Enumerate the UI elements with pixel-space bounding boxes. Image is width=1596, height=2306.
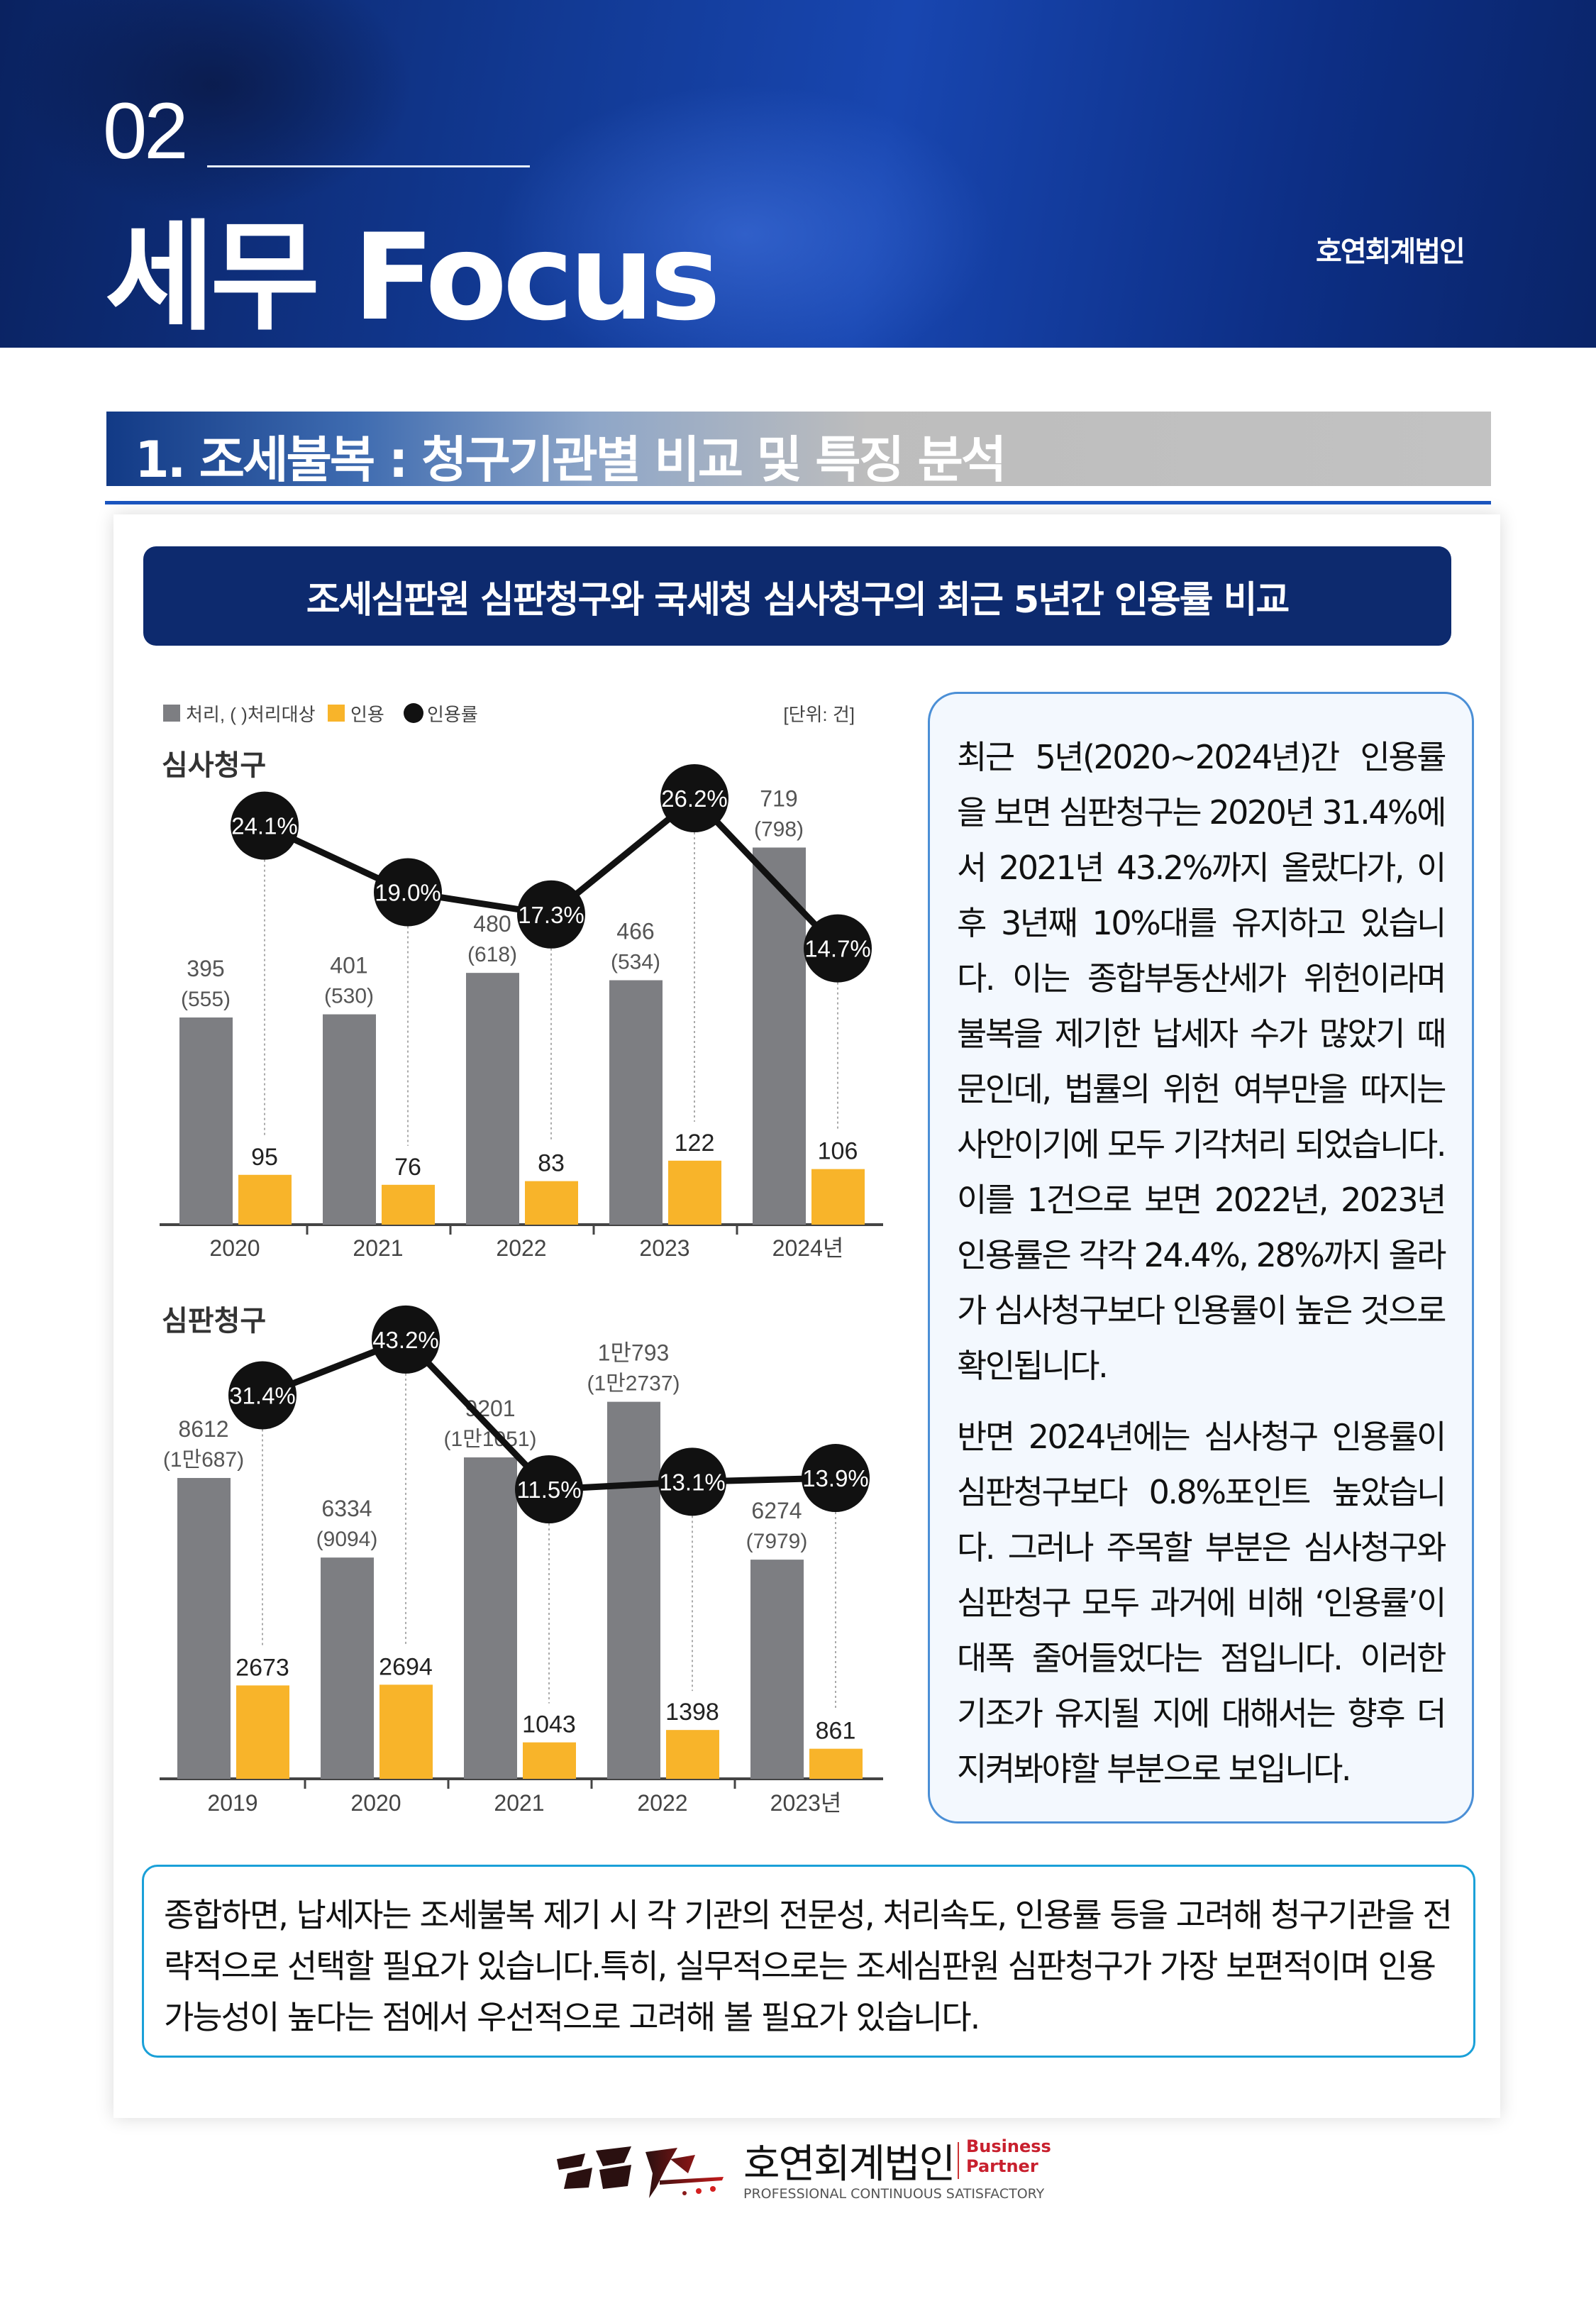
footer-tag-line2: Partner [966,2156,1038,2176]
section-title: 1. 조세불복 : 청구기관별 비교 및 특징 분석 [135,431,1007,489]
footer-slogan: PROFESSIONAL CONTINUOUS SATISFACTORY [743,2186,1045,2202]
header-divider [207,165,530,167]
section-number: 02 [103,87,189,175]
analysis-paragraph: 반면 2024년에는 심사청구 인용률이 심판청구보다 0.8%포인트 높았습니… [957,1418,1447,1788]
footer-logo: 호연회계법인 Business Partner PROFESSIONAL CON… [553,2132,1064,2210]
footer-tag-line1: Business [966,2136,1051,2156]
page-title: 세무 Focus [105,208,721,347]
section-divider [105,501,1491,504]
firm-name: 호연회계법인 [1316,236,1465,268]
logo-calligraphy-icon [557,2146,724,2198]
section-header: 1. 조세불복 : 청구기관별 비교 및 특징 분석 [106,412,1491,489]
footer-tagline: Business Partner [966,2136,1051,2176]
footer-divider [958,2142,959,2179]
summary-box: 종합하면, 납세자는 조세불복 제기 시 각 기관의 전문성, 처리속도, 인용… [142,1865,1475,2058]
header-banner: 02 세무 Focus 호연회계법인 [0,0,1596,348]
analysis-box: 최근 5년(2020~2024년)간 인용률을 보면 심판청구는 2020년 3… [928,692,1474,1824]
footer-firm-name: 호연회계법인 [743,2141,955,2188]
chart-banner-title: 조세심판원 심판청구와 국세청 심사청구의 최근 5년간 인용률 비교 [143,546,1451,646]
analysis-paragraph: 최근 5년(2020~2024년)간 인용률을 보면 심판청구는 2020년 3… [957,738,1447,1385]
